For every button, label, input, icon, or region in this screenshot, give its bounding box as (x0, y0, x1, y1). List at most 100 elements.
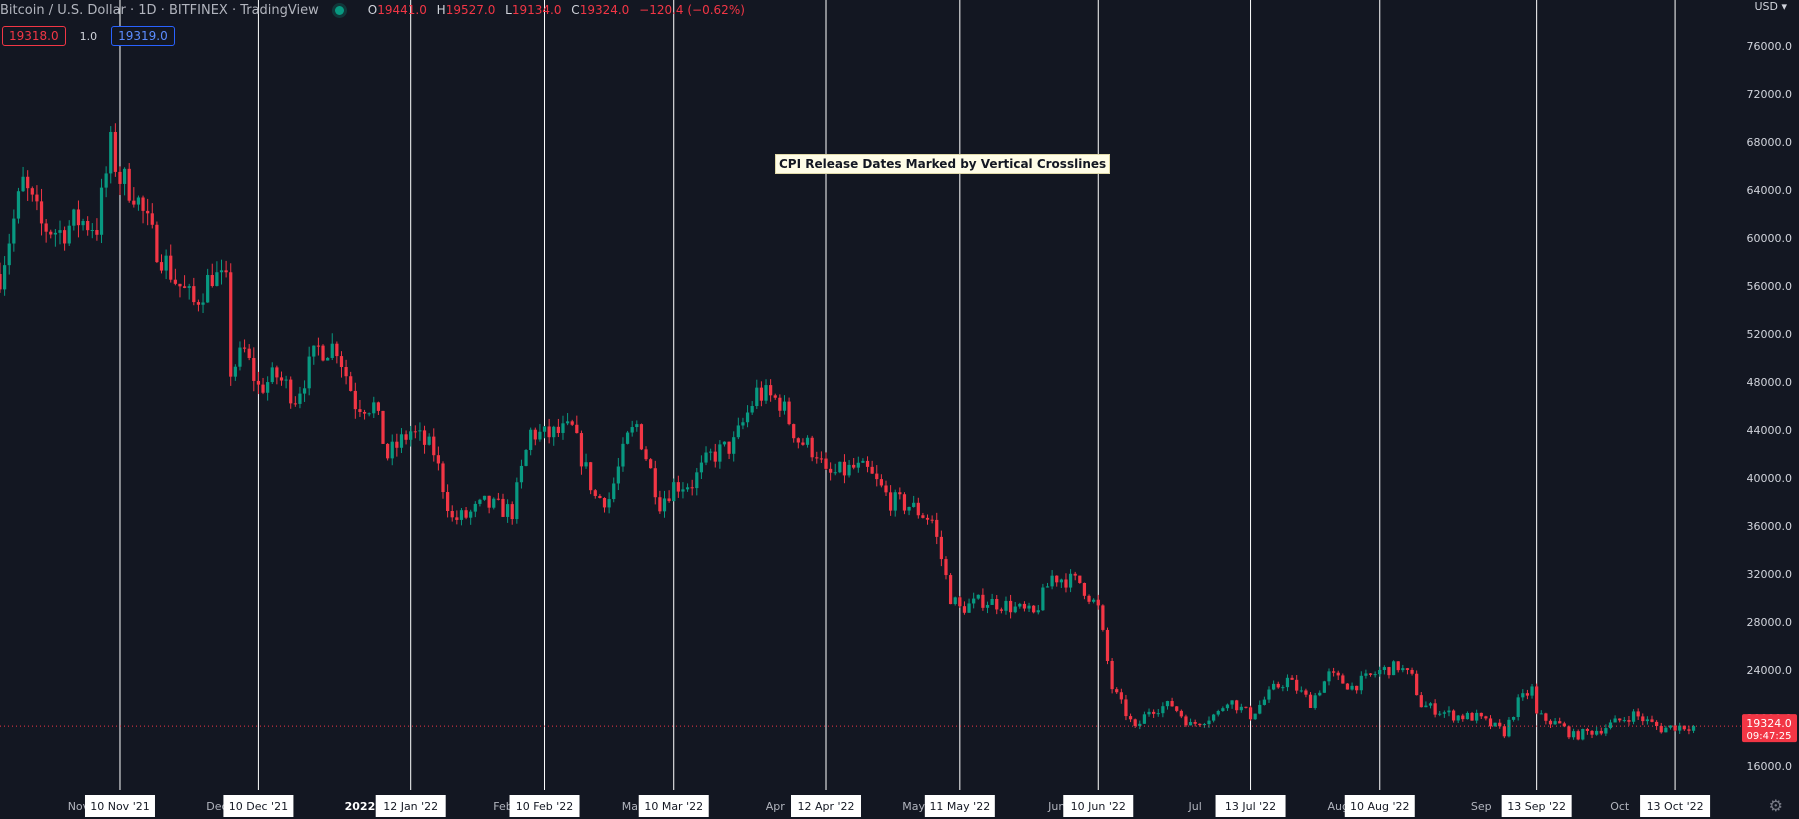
x-tick-label: 2022 (345, 800, 376, 813)
crossline-date-label: 10 Aug '22 (1350, 800, 1410, 813)
candle-body (386, 443, 390, 459)
candle-body (58, 230, 62, 233)
candle-body (302, 388, 307, 394)
candle-body (109, 131, 113, 174)
candle-body (155, 224, 159, 263)
crossline-date-box (1215, 795, 1286, 817)
candle-body (1133, 719, 1137, 726)
candle-body (1678, 725, 1682, 731)
candle-body (565, 421, 570, 424)
x-tick-label: Jun (1047, 800, 1065, 813)
candle-body (741, 422, 745, 426)
candle-body (1050, 575, 1054, 587)
candle-body (1156, 713, 1160, 715)
crossline-date-box (791, 795, 862, 817)
candle-body (21, 176, 25, 192)
candle-body (1082, 582, 1087, 596)
candle-body (1018, 603, 1022, 607)
candle-body (787, 401, 791, 425)
y-tick-label: 68000.0 (1747, 136, 1793, 149)
candle-body (49, 231, 53, 235)
y-tick-label: 60000.0 (1747, 232, 1793, 245)
candle-body (1258, 704, 1262, 714)
candle-body (95, 230, 99, 235)
candle-body (547, 426, 551, 438)
candle-body (1221, 708, 1225, 711)
candle-body (362, 411, 367, 414)
candle-body (132, 200, 136, 205)
candle-body (1128, 716, 1133, 720)
candle-body (764, 385, 768, 401)
candle-body (1595, 730, 1599, 735)
candle-body (1521, 693, 1525, 698)
chart-annotation[interactable]: CPI Release Dates Marked by Vertical Cro… (775, 154, 1111, 174)
candle-body (1175, 706, 1179, 711)
candle-body (1507, 719, 1511, 737)
candle-body (233, 366, 237, 377)
candle-body (376, 402, 381, 411)
candle-body (1419, 695, 1423, 708)
candle-body (769, 385, 773, 396)
candle-body (999, 609, 1003, 611)
candle-body (695, 472, 699, 489)
candle-body (930, 519, 934, 521)
candle-body (579, 433, 584, 467)
candle-body (1318, 692, 1322, 696)
candle-body (1193, 722, 1197, 724)
candle-body (487, 495, 491, 508)
candle-body (662, 498, 667, 512)
gear-icon[interactable]: ⚙ (1768, 796, 1783, 815)
candle-body (921, 515, 925, 518)
candle-body (902, 494, 907, 511)
close-value: 19324.0 (579, 3, 630, 17)
candle-body (907, 506, 911, 511)
candle-body (1115, 689, 1119, 693)
candle-body (482, 495, 487, 500)
candle-body (450, 511, 454, 518)
y-tick-label: 48000.0 (1747, 376, 1793, 389)
candle-body (1216, 710, 1220, 715)
symbol-title[interactable]: Bitcoin / U.S. Dollar · 1D · BITFINEX · … (0, 2, 319, 18)
buy-button[interactable]: 19319.0 (111, 26, 175, 46)
candle-body (1281, 687, 1285, 689)
candle-body (1415, 673, 1419, 696)
crossline-date-box (1501, 795, 1572, 817)
sell-button[interactable]: 19318.0 (2, 26, 66, 46)
currency-label: USD (1754, 0, 1778, 13)
candle-body (815, 457, 819, 459)
x-tick-label: Apr (766, 800, 786, 813)
candle-body (1682, 725, 1686, 730)
chart-header: Bitcoin / U.S. Dollar · 1D · BITFINEX · … (0, 0, 745, 20)
x-tick-label: Feb (493, 800, 512, 813)
candle-body (455, 517, 459, 520)
candle-body (1368, 673, 1373, 675)
candle-body (150, 213, 154, 225)
candle-body (178, 283, 182, 287)
currency-selector[interactable]: USD ▾ (1754, 0, 1787, 13)
candle-body (146, 210, 150, 214)
candle-body (1262, 699, 1267, 705)
candle-body (252, 357, 256, 381)
candle-body (404, 434, 408, 440)
candle-body (967, 603, 971, 613)
candle-body (427, 436, 431, 445)
candle-body (1488, 718, 1493, 727)
candle-body (681, 489, 685, 492)
candle-body (607, 499, 611, 508)
candle-body (90, 230, 94, 232)
candle-body (925, 517, 930, 520)
bar-countdown-label: 09:47:25 (1747, 731, 1792, 742)
candle-body (584, 462, 588, 467)
crossline-date-label: 13 Sep '22 (1507, 800, 1566, 813)
candle-body (492, 498, 496, 508)
candle-body (667, 498, 671, 502)
y-tick-label: 32000.0 (1747, 568, 1793, 581)
candle-body (1558, 721, 1562, 724)
candle-body (1212, 714, 1216, 721)
candle-body (473, 503, 477, 512)
candle-body (1599, 730, 1603, 734)
candle-body (1161, 706, 1165, 714)
candle-body (330, 343, 334, 358)
